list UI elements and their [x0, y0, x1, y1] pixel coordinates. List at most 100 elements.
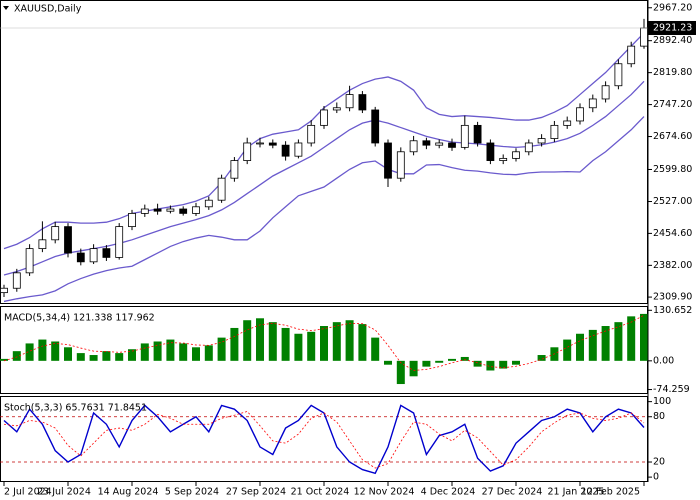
macd-bar — [627, 316, 636, 361]
x-tick-label: 23 Jul 2024 — [37, 487, 91, 498]
macd-bar — [576, 333, 584, 361]
y-tick-label: 2819.80 — [653, 67, 692, 78]
macd-bar — [460, 356, 469, 361]
candle-body — [422, 140, 431, 146]
macd-bar — [268, 322, 277, 361]
macd-bar — [422, 360, 431, 367]
macd-bar — [640, 313, 648, 361]
candle-body — [627, 45, 636, 65]
y-tick-label: 0 — [653, 472, 659, 483]
x-tick-label: 12 Feb 2025 — [581, 487, 640, 498]
macd-bar — [25, 343, 34, 361]
candle-body — [128, 213, 136, 228]
candle-body — [217, 177, 226, 201]
bollinger-band — [3, 80, 645, 276]
candle-body — [396, 151, 405, 179]
macd-bar — [307, 331, 316, 361]
macd-bar — [512, 360, 520, 365]
candle-body — [115, 226, 124, 258]
macd-bar — [537, 355, 546, 361]
macd-bar — [601, 326, 610, 361]
candle-body — [64, 226, 72, 254]
candle-body — [524, 142, 533, 153]
candle-body — [0, 287, 8, 294]
candle-body — [332, 107, 341, 111]
macd-bar — [38, 339, 47, 361]
y-tick-label: 2599.80 — [653, 164, 692, 175]
y-tick-label: 80 — [653, 411, 665, 422]
candle-body — [89, 248, 98, 263]
candle-body — [294, 142, 303, 157]
candle-body — [204, 199, 213, 208]
candle-body — [486, 142, 495, 161]
candle-body — [550, 124, 559, 139]
macd-bar — [332, 322, 341, 361]
chart-title: XAUUSD,Daily — [14, 4, 82, 15]
candle-body — [460, 124, 469, 148]
candle-body — [473, 124, 482, 144]
x-tick-label: 14 Aug 2024 — [98, 487, 159, 498]
candle-body — [384, 142, 392, 179]
x-tick-label: 21 Jan 2025 — [548, 487, 605, 498]
macd-bar — [473, 360, 482, 367]
candle-body — [358, 94, 367, 111]
macd-bar — [256, 318, 264, 361]
macd-bar — [345, 320, 354, 361]
x-tick-label: 12 Nov 2024 — [354, 487, 415, 498]
x-tick-label: 27 Dec 2024 — [482, 487, 543, 498]
macd-bar — [64, 347, 72, 361]
macd-bar — [128, 349, 136, 361]
candle-body — [345, 94, 354, 109]
candle-body — [281, 144, 290, 157]
macd-bar — [12, 351, 21, 361]
price-label-box — [648, 20, 696, 35]
y-tick-label: 0.00 — [653, 355, 674, 366]
candle-body — [435, 142, 444, 146]
y-tick-label: 2382.00 — [653, 260, 692, 271]
candle-body — [102, 248, 111, 258]
macd-bar — [409, 360, 418, 377]
indicator-title: Stoch(5,3,3) 65.7631 71.8451 — [4, 403, 147, 414]
macd-bar — [563, 339, 572, 361]
macd-bar — [51, 341, 60, 361]
x-tick-label: 2 Jul 2024 — [4, 487, 52, 498]
y-tick-label: -74.259 — [653, 384, 690, 395]
candle-body — [576, 107, 584, 122]
macd-bar — [614, 322, 623, 361]
macd-bar — [192, 347, 200, 361]
candle-body — [512, 151, 520, 159]
macd-bar — [115, 353, 124, 361]
candle-body — [256, 142, 264, 145]
indicator-title: MACD(5,34,4) 121.338 117.962 — [4, 313, 155, 324]
macd-bar — [499, 360, 508, 369]
candle-body — [51, 226, 60, 241]
candle-body — [166, 208, 175, 212]
y-tick-label: 2674.60 — [653, 131, 692, 142]
macd-bar — [179, 343, 188, 361]
macd-bar — [204, 345, 213, 361]
candle-body — [499, 157, 508, 161]
x-tick-label: 5 Sep 2024 — [165, 487, 219, 498]
candle-body — [192, 206, 200, 214]
macd-bar — [76, 353, 85, 361]
candle-body — [307, 124, 316, 144]
candle-body — [588, 98, 597, 109]
y-tick-label: 2309.90 — [653, 292, 692, 303]
y-tick-label: 2527.00 — [653, 196, 692, 207]
price-label: 2921.23 — [653, 22, 692, 33]
candle-body — [563, 120, 572, 126]
candle-body — [140, 208, 149, 214]
macd-bar — [0, 358, 8, 361]
x-tick-label: 27 Sep 2024 — [226, 487, 286, 498]
candle-body — [12, 272, 21, 289]
macd-bar — [230, 327, 239, 361]
candle-body — [640, 27, 648, 47]
macd-bar — [166, 339, 175, 361]
candle-body — [25, 248, 34, 274]
macd-bar — [396, 360, 405, 385]
macd-bar — [448, 358, 456, 361]
y-tick-label: 100 — [653, 396, 671, 407]
bollinger-band — [3, 116, 645, 303]
stoch-line — [3, 410, 645, 469]
macd-bar — [486, 360, 495, 371]
